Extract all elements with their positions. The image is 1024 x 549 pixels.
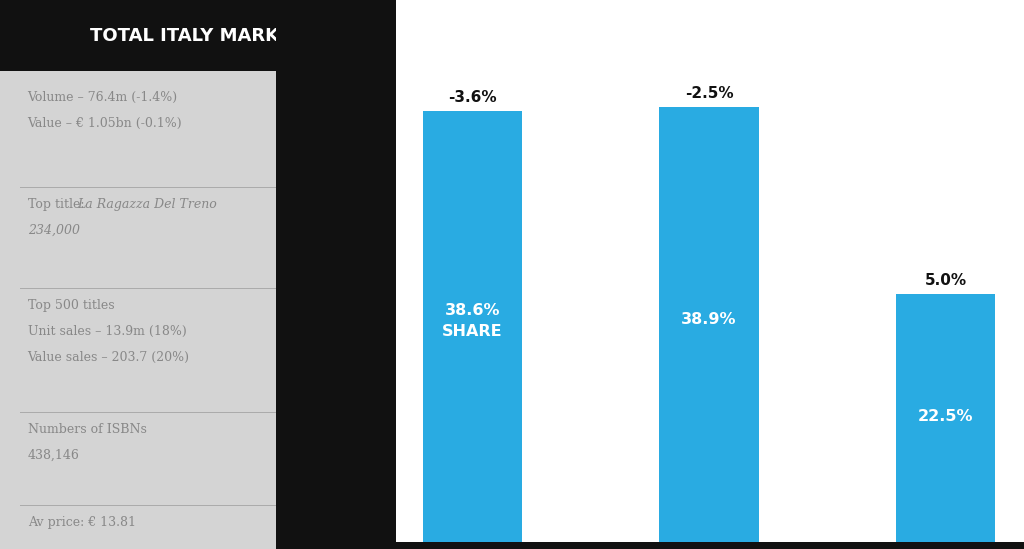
Text: La Ragazza Del Treno: La Ragazza Del Treno <box>78 198 217 211</box>
Bar <box>423 111 522 549</box>
Text: Volume – 76.4m (-1.4%): Volume – 76.4m (-1.4%) <box>28 91 178 104</box>
Text: Top title:: Top title: <box>28 198 88 211</box>
Text: 22.5%: 22.5% <box>918 409 974 424</box>
Text: Numbers of ISBNs: Numbers of ISBNs <box>28 423 146 436</box>
Text: 438,146: 438,146 <box>28 449 80 462</box>
Text: 38.6%
SHARE: 38.6% SHARE <box>442 304 503 339</box>
Text: Unit sales – 13.9m (18%): Unit sales – 13.9m (18%) <box>28 325 186 338</box>
Text: TOTAL ITALY MARKET: TOTAL ITALY MARKET <box>90 27 304 44</box>
Text: -3.6%: -3.6% <box>449 91 497 105</box>
Bar <box>896 294 995 549</box>
Text: Value – € 1.05bn (-0.1%): Value – € 1.05bn (-0.1%) <box>28 116 182 130</box>
Text: Value sales – 203.7 (20%): Value sales – 203.7 (20%) <box>28 351 189 364</box>
Text: 234,000: 234,000 <box>28 223 80 237</box>
Bar <box>0 0 394 71</box>
Text: 5.0%: 5.0% <box>925 273 967 288</box>
Text: Av price: € 13.81: Av price: € 13.81 <box>28 516 135 529</box>
Text: Top 500 titles: Top 500 titles <box>28 299 115 312</box>
Text: 38.9%: 38.9% <box>681 312 737 327</box>
Bar <box>659 107 759 549</box>
Text: -2.5%: -2.5% <box>685 86 733 101</box>
